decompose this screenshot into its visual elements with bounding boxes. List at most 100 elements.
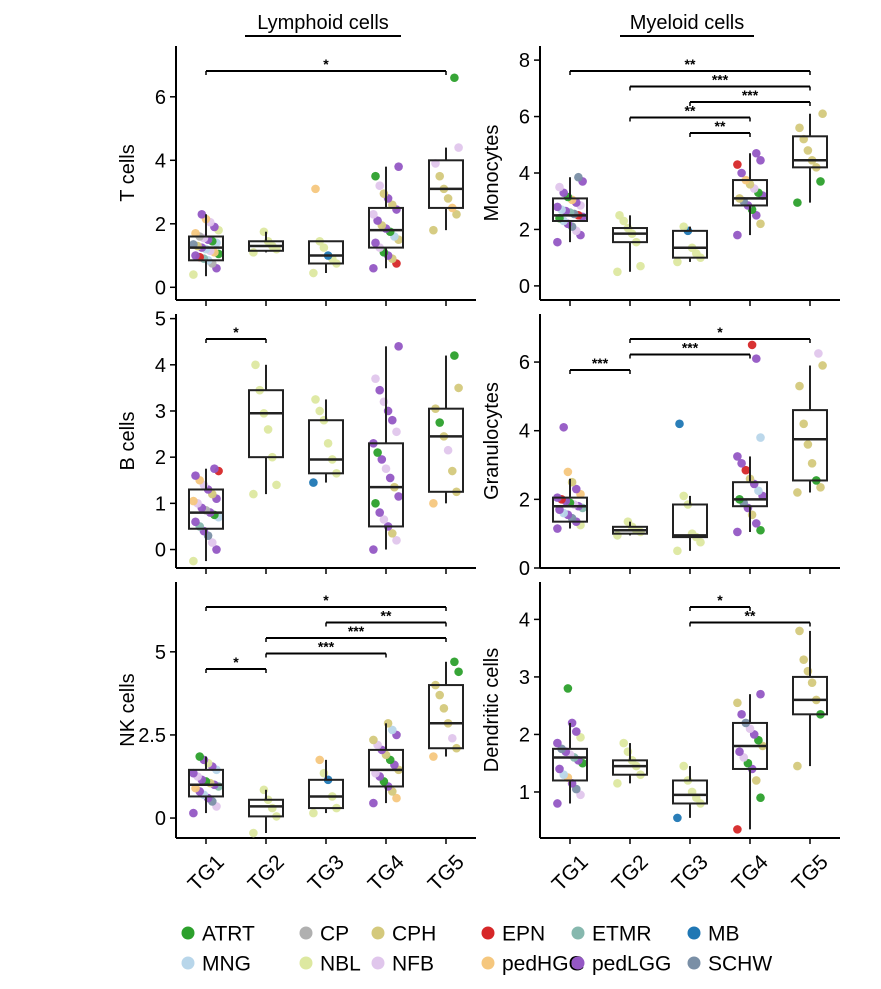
data-point: [272, 480, 281, 490]
legend-swatch: [481, 926, 495, 940]
box: [248, 798, 284, 818]
legend-label: SCHW: [708, 953, 772, 976]
data-point: [208, 538, 217, 547]
data-point: [741, 465, 751, 475]
data-point: [435, 171, 445, 181]
data-point: [752, 519, 761, 528]
y-tick-label: 6: [519, 352, 530, 374]
data-point: [795, 381, 804, 391]
data-point: [733, 527, 742, 537]
y-tick-label: 2: [155, 447, 166, 469]
column-title-myeloid: Myeloid cells: [620, 12, 754, 37]
data-point: [371, 171, 380, 181]
significance-label: **: [745, 608, 756, 624]
data-point: [450, 73, 459, 83]
y-tick-label: 8: [519, 50, 530, 72]
data-point: [733, 825, 742, 834]
data-point: [311, 395, 320, 404]
x-tick-label: TG4: [364, 850, 409, 895]
legend-item-etmr: ETMR: [571, 923, 652, 946]
data-point: [311, 184, 320, 194]
data-point: [388, 529, 397, 538]
legend-item-schw: SCHW: [687, 953, 772, 976]
box: [552, 747, 588, 782]
data-point: [675, 419, 684, 429]
significance-label: *: [233, 654, 239, 670]
legend-swatch: [571, 926, 585, 940]
data-point: [756, 525, 765, 535]
y-tick-label: 0: [155, 277, 166, 299]
data-point: [816, 483, 825, 492]
box: [732, 481, 768, 508]
data-point: [574, 172, 583, 182]
data-point: [572, 727, 581, 736]
box: [428, 684, 464, 750]
y-tick-label: 2: [519, 724, 530, 746]
box: [308, 778, 344, 810]
significance-label: *: [323, 56, 329, 72]
data-point: [799, 419, 808, 429]
data-point: [394, 492, 403, 501]
box: [368, 442, 404, 528]
significance-label: **: [381, 608, 392, 624]
data-point: [814, 349, 823, 358]
data-point: [309, 268, 318, 278]
legend-item-atrt: ATRT: [181, 923, 255, 946]
data-point: [323, 439, 333, 448]
legend-item-mng: MNG: [181, 953, 251, 976]
data-point: [249, 828, 258, 838]
box: [248, 389, 284, 459]
data-point: [818, 109, 827, 119]
data-point: [369, 263, 378, 273]
data-point: [553, 738, 562, 748]
legend-item-nfb: NFB: [371, 953, 434, 976]
data-point: [377, 455, 387, 464]
data-point: [394, 162, 403, 171]
data-point: [756, 793, 765, 803]
data-point: [210, 464, 219, 474]
data-point: [818, 361, 827, 370]
data-point: [385, 473, 395, 483]
data-point: [752, 776, 761, 785]
data-point: [450, 351, 459, 360]
data-point: [793, 761, 802, 771]
data-point: [251, 360, 260, 370]
data-point: [733, 160, 742, 169]
legend-item-nbl: NBL: [299, 953, 361, 976]
x-tick-label: TG1: [184, 851, 229, 896]
y-axis-label: B cells: [117, 412, 139, 471]
data-point: [191, 471, 200, 480]
legend-item-cph: CPH: [371, 923, 436, 946]
y-tick-label: 0: [155, 808, 166, 830]
data-point: [369, 545, 378, 554]
data-point: [315, 406, 325, 416]
y-tick-label: 6: [519, 107, 530, 129]
data-point: [189, 556, 198, 566]
data-point: [388, 415, 397, 425]
data-point: [268, 803, 277, 813]
legend-swatch: [687, 926, 701, 940]
legend-label: ATRT: [202, 923, 255, 946]
legend-label: CP: [320, 923, 349, 946]
box: [672, 779, 708, 805]
data-point: [189, 808, 198, 818]
data-point: [212, 545, 221, 554]
significance-label: *: [323, 592, 329, 608]
data-point: [191, 229, 200, 238]
data-point: [375, 385, 385, 395]
data-point: [371, 238, 380, 248]
box: [308, 240, 344, 265]
data-point: [448, 466, 457, 476]
data-point: [679, 761, 688, 771]
data-point: [443, 445, 453, 455]
data-point: [737, 168, 746, 178]
data-point: [555, 182, 564, 192]
y-tick-label: 6: [155, 87, 166, 109]
data-point: [388, 725, 397, 735]
legend-label: NFB: [392, 953, 434, 976]
legend-label: ETMR: [592, 923, 652, 946]
